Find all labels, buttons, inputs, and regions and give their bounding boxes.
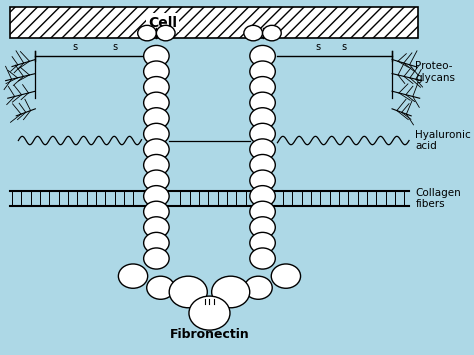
Text: Proteo-
glycans: Proteo- glycans (415, 61, 456, 83)
Circle shape (250, 233, 275, 253)
Circle shape (144, 154, 169, 176)
Circle shape (250, 123, 275, 144)
Circle shape (250, 61, 275, 82)
Circle shape (118, 264, 148, 288)
Text: Collagen
fibers: Collagen fibers (415, 188, 461, 209)
Circle shape (147, 276, 174, 299)
Circle shape (250, 77, 275, 98)
Circle shape (144, 248, 169, 269)
Circle shape (156, 25, 175, 41)
Circle shape (144, 45, 169, 66)
Circle shape (250, 217, 275, 238)
Circle shape (169, 276, 207, 308)
Circle shape (138, 25, 156, 41)
Text: Cell: Cell (148, 16, 177, 29)
Text: Hyaluronic
acid: Hyaluronic acid (415, 130, 471, 151)
Circle shape (144, 201, 169, 222)
Circle shape (144, 123, 169, 144)
Circle shape (271, 264, 301, 288)
Circle shape (144, 217, 169, 238)
Circle shape (144, 108, 169, 129)
Circle shape (250, 186, 275, 207)
Circle shape (250, 92, 275, 113)
Circle shape (250, 170, 275, 191)
Circle shape (144, 233, 169, 253)
Bar (10, 7, 418, 38)
Circle shape (263, 25, 281, 41)
Circle shape (144, 139, 169, 160)
Circle shape (250, 154, 275, 176)
Text: s: s (72, 42, 77, 52)
Circle shape (144, 61, 169, 82)
Circle shape (250, 139, 275, 160)
Circle shape (250, 248, 275, 269)
Text: s: s (112, 42, 117, 52)
Text: s: s (341, 42, 346, 52)
Circle shape (250, 108, 275, 129)
Circle shape (144, 186, 169, 207)
Circle shape (212, 276, 250, 308)
Circle shape (245, 276, 272, 299)
Circle shape (244, 25, 263, 41)
Text: s: s (315, 42, 320, 52)
Circle shape (144, 170, 169, 191)
Text: Fibronectin: Fibronectin (170, 328, 249, 341)
Circle shape (250, 45, 275, 66)
Circle shape (250, 201, 275, 222)
Circle shape (144, 77, 169, 98)
Circle shape (189, 296, 230, 330)
Circle shape (144, 92, 169, 113)
